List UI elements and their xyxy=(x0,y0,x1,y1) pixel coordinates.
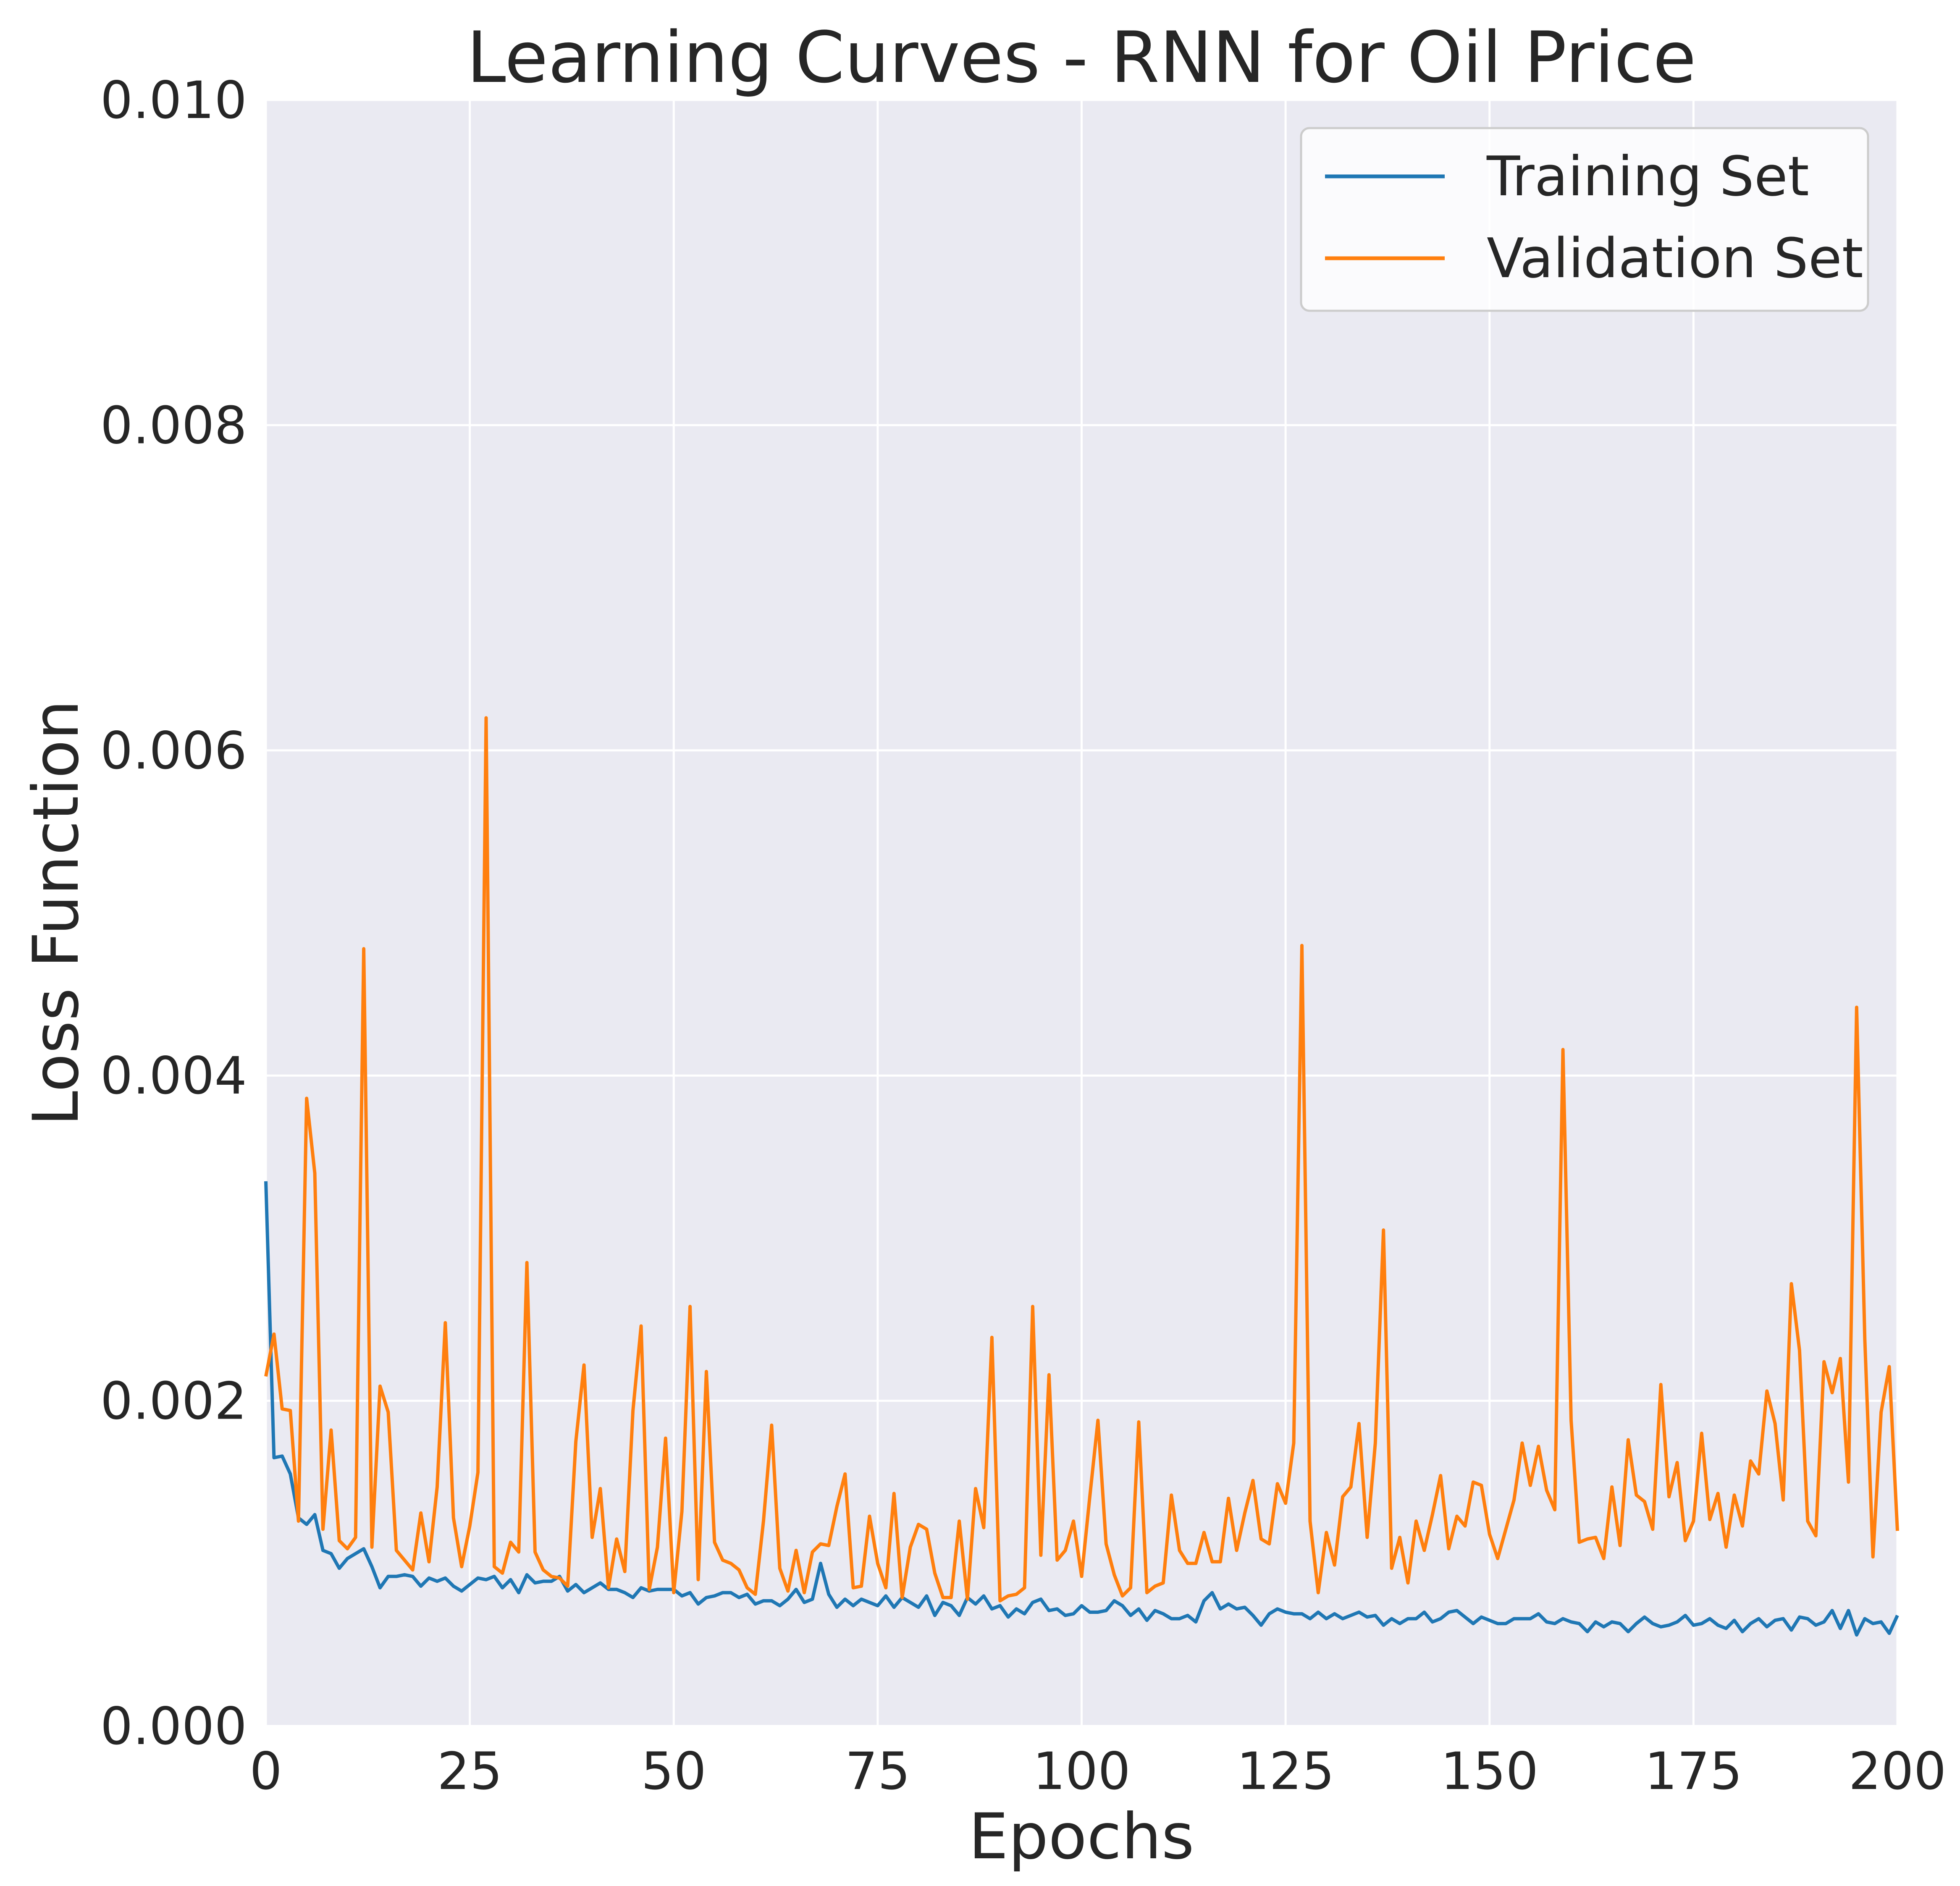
chart-title: Learning Curves - RNN for Oil Price xyxy=(467,16,1696,99)
legend-label-training: Training Set xyxy=(1486,144,1809,208)
y-tick-label: 0.002 xyxy=(100,1372,247,1431)
series-layer xyxy=(264,716,1899,1637)
y-axis-label: Loss Function xyxy=(20,700,93,1126)
x-tick-label: 0 xyxy=(249,1742,282,1801)
legend-box xyxy=(1300,127,1869,312)
tick-labels: 0 25 50 75 100 125 150 175 200 0.000 0.002 0.004 0.0… xyxy=(100,71,1947,1801)
series-line-training xyxy=(264,1181,1899,1637)
legend: Training Set Validation Set xyxy=(1300,127,1869,312)
y-tick-label: 0.000 xyxy=(100,1697,247,1756)
x-tick-label: 50 xyxy=(641,1742,706,1801)
x-tick-label: 175 xyxy=(1645,1742,1742,1801)
y-tick-label: 0.004 xyxy=(100,1046,247,1106)
x-tick-label: 25 xyxy=(437,1742,502,1801)
x-tick-label: 125 xyxy=(1237,1742,1335,1801)
series-line-validation xyxy=(264,716,1899,1603)
x-tick-label: 75 xyxy=(845,1742,910,1801)
y-tick-label: 0.010 xyxy=(100,71,247,130)
y-tick-label: 0.008 xyxy=(100,396,247,455)
legend-label-validation: Validation Set xyxy=(1487,226,1863,290)
x-tick-label: 200 xyxy=(1849,1742,1947,1801)
x-axis-label: Epochs xyxy=(968,1800,1194,1873)
x-tick-label: 150 xyxy=(1440,1742,1538,1801)
y-tick-label: 0.006 xyxy=(100,721,247,781)
grid-lines xyxy=(265,99,1899,1727)
x-tick-label: 100 xyxy=(1033,1742,1131,1801)
